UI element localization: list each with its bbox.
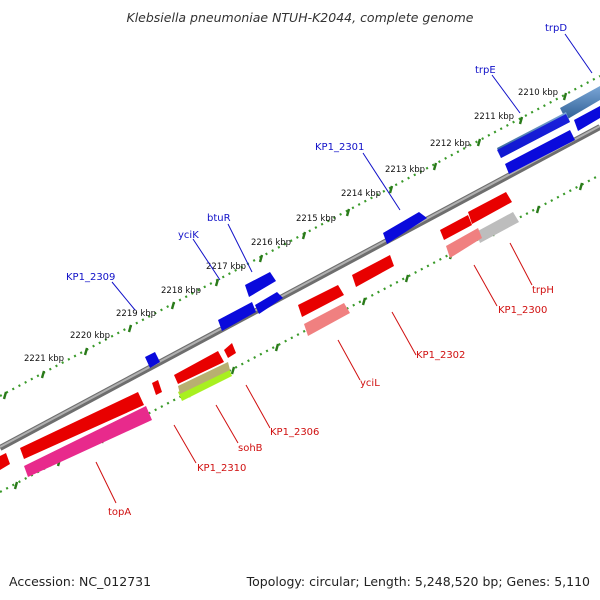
map-title: Klebsiella pneumoniae NTUH-K2044, comple… [126, 10, 474, 25]
gene-blue-arrow [574, 106, 600, 131]
ruler-labels: 2210 kbp 2211 kbp 2212 kbp 2213 kbp 2214… [24, 88, 558, 364]
ruler-label: 2213 kbp [385, 165, 425, 175]
ruler-track-forward [0, 75, 600, 397]
gene-label-trpE: trpE [475, 65, 496, 76]
gene-label-KP1_2309: KP1_2309 [66, 272, 115, 283]
gene-label-KP1_2310: KP1_2310 [197, 463, 246, 474]
ruler-label: 2211 kbp [474, 112, 514, 122]
gene-label-topA: topA [108, 507, 131, 518]
gene-trpD [560, 86, 600, 120]
gene-red-arrow [468, 192, 512, 224]
gene-label-KP1_2301: KP1_2301 [315, 142, 364, 153]
forward-gene-labels: trpD trpE KP1_2301 btuR yciK KP1_2309 [66, 23, 593, 311]
gene-topA [24, 406, 152, 477]
gene-KP1_2310 [20, 392, 144, 459]
gene-blue-arrow [505, 130, 575, 174]
gene-red-arrow [298, 285, 344, 317]
gene-KP1_2309 [145, 352, 160, 368]
ruler-label: 2216 kbp [251, 238, 291, 248]
ruler-label: 2214 kbp [341, 189, 381, 199]
ruler-ticks-forward [2, 92, 568, 400]
ruler-label: 2219 kbp [116, 309, 156, 319]
ruler-label: 2221 kbp [24, 354, 64, 364]
gene-blue-arrow [218, 302, 256, 331]
gene-yciL [304, 303, 350, 336]
gene-btuR [245, 272, 276, 297]
gene-red-arrow [0, 453, 10, 470]
gene-label-yciK: yciK [178, 230, 199, 241]
ruler-label: 2217 kbp [206, 262, 246, 272]
gene-label-trpD: trpD [545, 23, 567, 34]
gene-label-KP1_2302: KP1_2302 [416, 350, 465, 361]
gene-red-arrow [174, 351, 224, 384]
gene-red-arrow [152, 380, 162, 395]
gene-label-yciL: yciL [360, 378, 380, 389]
genome-summary-text: Topology: circular; Length: 5,248,520 bp… [246, 574, 590, 589]
ruler-label: 2210 kbp [518, 88, 558, 98]
gene-label-KP1_2300: KP1_2300 [498, 305, 547, 316]
ruler-label: 2212 kbp [430, 139, 470, 149]
gene-label-KP1_2306: KP1_2306 [270, 427, 319, 438]
gene-label-trpH: trpH [532, 285, 554, 296]
ruler-label: 2215 kbp [296, 214, 336, 224]
gene-label-sohB: sohB [238, 443, 263, 454]
forward-genes [145, 86, 600, 368]
gene-KP1_2302 [352, 255, 394, 287]
gene-yciK [255, 292, 283, 314]
reverse-genes [0, 192, 519, 477]
gene-label-btuR: btuR [207, 213, 231, 224]
accession-text: Accession: NC_012731 [9, 574, 152, 589]
gene-KP1_2301 [383, 212, 427, 244]
gene-olive [178, 362, 230, 394]
gene-red-arrow [440, 215, 472, 240]
ruler-label: 2218 kbp [161, 286, 201, 296]
gene-blue-arrow [497, 114, 570, 158]
gene-KP1_2300 [446, 228, 482, 258]
gene-trpH [476, 212, 519, 243]
gene-KP1_2306 [224, 343, 236, 358]
reverse-gene-labels: trpH KP1_2300 KP1_2302 yciL KP1_2306 soh… [95, 242, 554, 518]
genome-backbone [0, 124, 600, 451]
ruler-label: 2220 kbp [70, 331, 110, 341]
